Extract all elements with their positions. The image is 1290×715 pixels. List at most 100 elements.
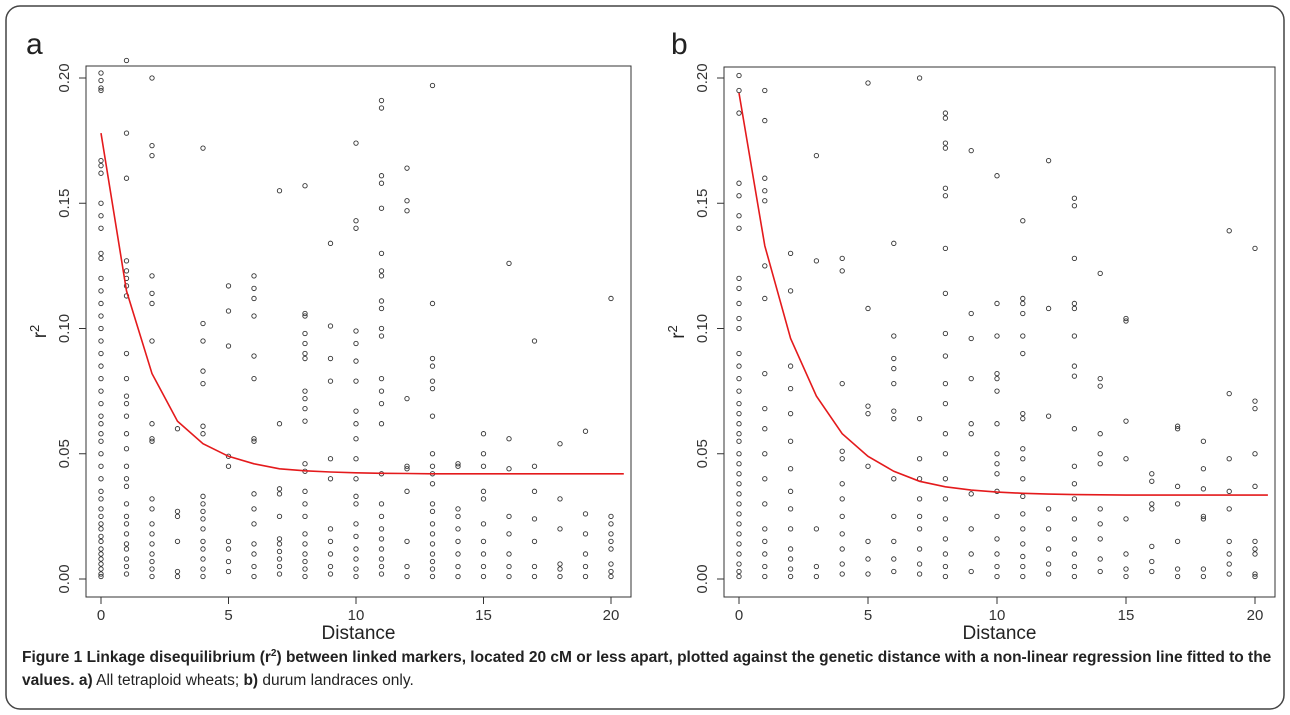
data-point [123, 563, 130, 570]
data-point [1226, 551, 1232, 557]
data-point [123, 463, 130, 469]
data-point [404, 165, 410, 171]
data-point [123, 130, 130, 136]
y-tick-label: 0.10 [694, 314, 711, 343]
data-point [200, 320, 206, 327]
data-point [98, 476, 104, 482]
data-point [98, 571, 104, 577]
data-point [98, 170, 104, 176]
data-point [1097, 568, 1103, 575]
data-point [839, 448, 845, 454]
data-point [200, 338, 206, 344]
data-point [762, 263, 768, 269]
x-axis-label: Distance [322, 623, 396, 640]
data-point [865, 538, 871, 545]
data-point [736, 431, 742, 437]
data-point [276, 491, 283, 497]
data-point [736, 388, 742, 394]
data-point [1252, 398, 1258, 404]
data-point [276, 556, 283, 562]
data-point [916, 571, 923, 577]
data-point [123, 57, 130, 64]
data-point [480, 573, 487, 580]
data-point [302, 340, 308, 347]
data-point [1020, 563, 1026, 570]
data-point [1226, 390, 1232, 397]
data-point [200, 508, 206, 515]
data-point [994, 375, 1000, 382]
data-point [98, 526, 104, 532]
data-point [429, 385, 436, 392]
data-point [1200, 573, 1207, 580]
data-point [942, 431, 949, 437]
data-point [98, 551, 104, 557]
data-point [276, 548, 283, 555]
data-point [404, 395, 410, 402]
data-point [916, 546, 923, 552]
y-axis-label: r2 [665, 325, 689, 339]
data-point [251, 541, 257, 547]
data-point [1149, 568, 1155, 575]
data-point [968, 421, 974, 427]
data-point [1123, 573, 1129, 580]
data-point [839, 481, 845, 487]
data-point [762, 526, 768, 532]
caption-panel-b-label: b) [243, 672, 259, 689]
data-point [404, 538, 410, 545]
data-point [302, 461, 308, 467]
data-point [327, 526, 334, 532]
data-point [942, 380, 949, 387]
data-point [480, 463, 487, 469]
data-point [1252, 483, 1258, 489]
data-point [736, 521, 742, 527]
data-point [98, 573, 104, 580]
data-point [916, 526, 923, 532]
data-point [123, 375, 130, 382]
data-point [1071, 536, 1078, 542]
data-point [736, 350, 742, 357]
data-point [994, 563, 1000, 570]
data-point [1020, 310, 1026, 317]
data-point [251, 506, 257, 512]
data-point [174, 573, 181, 580]
data-point [1123, 315, 1129, 322]
data-point [1226, 506, 1232, 512]
data-point [1071, 573, 1078, 580]
data-point [149, 421, 155, 427]
data-point [582, 573, 589, 580]
data-point [1071, 255, 1078, 262]
data-point [1097, 375, 1103, 382]
data-point [225, 558, 232, 565]
data-point [942, 115, 949, 121]
data-point [200, 380, 206, 387]
data-point [353, 378, 359, 384]
data-point [916, 496, 923, 502]
data-point [149, 551, 155, 557]
data-point [1071, 463, 1078, 469]
data-point [353, 521, 359, 527]
data-point [200, 516, 206, 522]
data-point [968, 491, 974, 497]
data-point [968, 335, 974, 342]
data-point [225, 463, 232, 469]
data-point [1097, 383, 1103, 389]
data-point [813, 258, 820, 264]
data-point [531, 573, 538, 580]
data-point [942, 193, 949, 199]
data-point [455, 513, 461, 520]
data-point [353, 328, 359, 334]
data-point [327, 551, 334, 557]
data-point [736, 421, 742, 427]
data-point [1020, 333, 1026, 339]
data-point [455, 526, 461, 532]
data-point [839, 531, 845, 537]
data-point [506, 436, 512, 442]
data-point [276, 563, 283, 570]
data-point [276, 486, 283, 492]
data-point [149, 531, 155, 537]
data-point [251, 295, 257, 302]
data-point [123, 350, 130, 357]
data-point [429, 363, 436, 369]
data-point [378, 536, 385, 542]
data-point [149, 338, 155, 344]
